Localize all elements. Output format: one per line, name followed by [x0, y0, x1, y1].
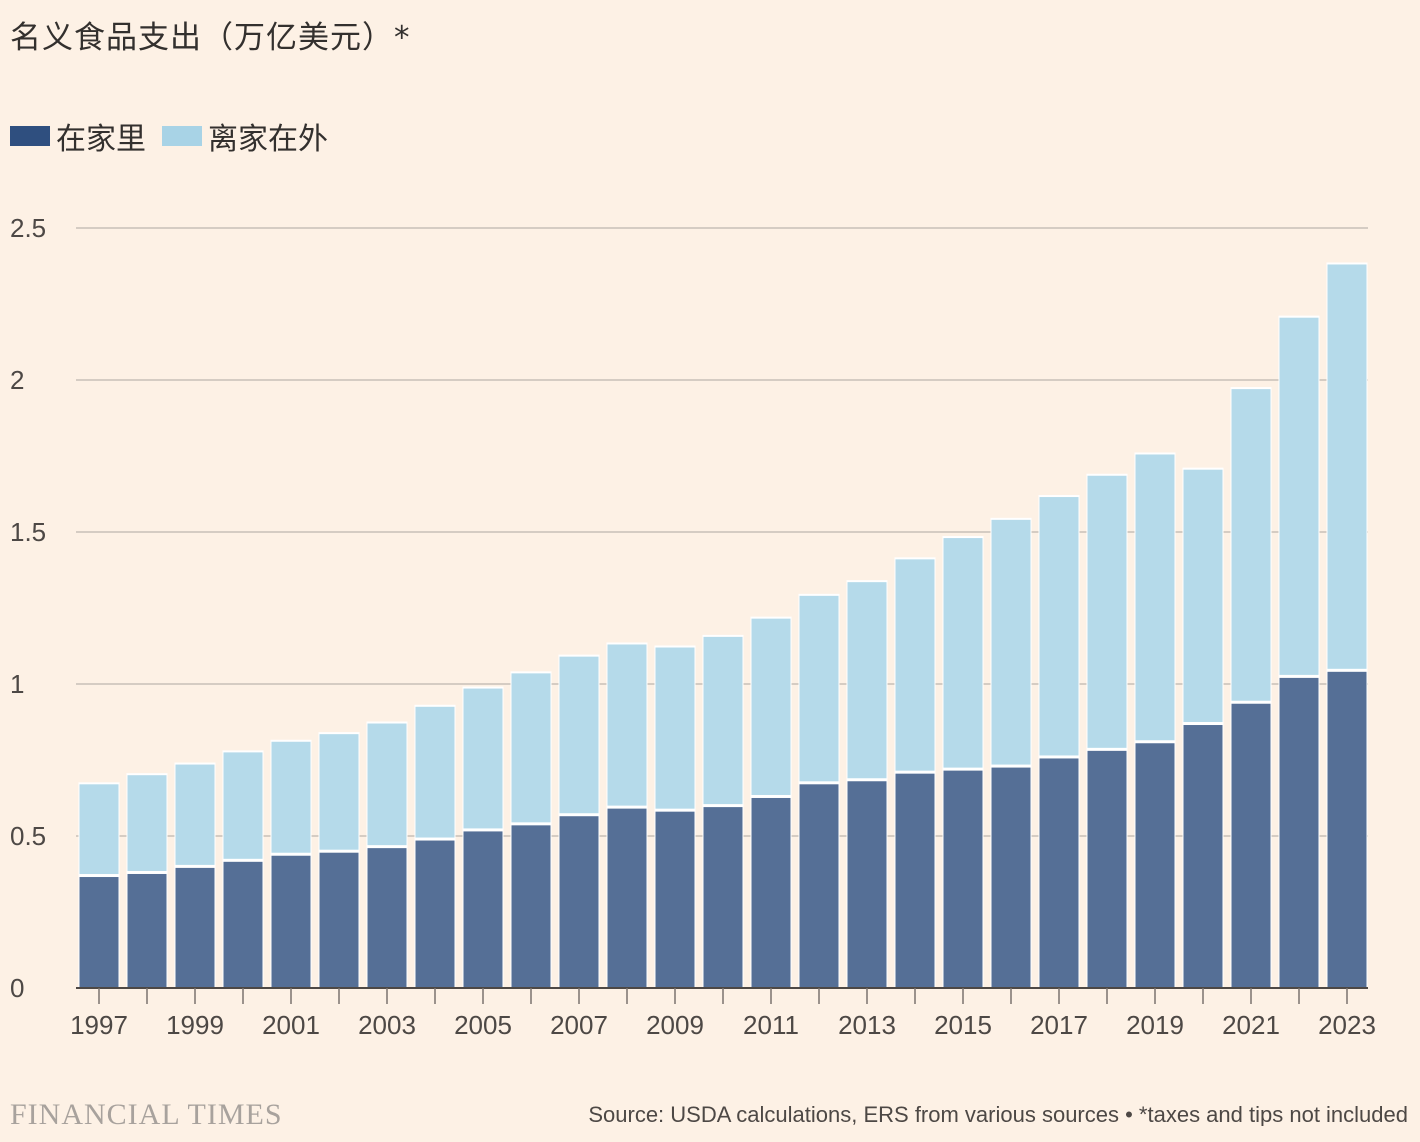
- bar-away-2000: [223, 752, 263, 859]
- bar-home-2006: [511, 825, 551, 988]
- bar-home-2013: [847, 781, 887, 988]
- bar-home-2023: [1327, 671, 1367, 988]
- bar-away-2014: [895, 559, 935, 771]
- x-tick-label: 2003: [358, 1010, 416, 1040]
- bar-home-2016: [991, 767, 1031, 988]
- bar-away-2002: [319, 734, 359, 850]
- bar-away-2013: [847, 582, 887, 779]
- x-tick-label: 2017: [1030, 1010, 1088, 1040]
- bar-away-2008: [607, 644, 647, 806]
- y-tick-label: 2: [10, 365, 24, 395]
- bar-home-2002: [319, 852, 359, 988]
- bar-away-2004: [415, 706, 455, 838]
- bar-away-2007: [559, 656, 599, 814]
- bar-away-2006: [511, 673, 551, 823]
- bar-home-2021: [1231, 703, 1271, 988]
- bar-away-2018: [1087, 475, 1127, 748]
- bar-home-2015: [943, 770, 983, 988]
- bar-away-2022: [1279, 317, 1319, 675]
- y-tick-label: 2.5: [10, 213, 46, 243]
- x-tick-label: 2005: [454, 1010, 512, 1040]
- bar-away-2012: [799, 595, 839, 782]
- legend-label-away: 离家在外: [208, 122, 328, 157]
- bar-home-2018: [1087, 750, 1127, 988]
- bar-away-2017: [1039, 497, 1079, 756]
- x-tick-label: 1999: [166, 1010, 224, 1040]
- x-tick-label: 1997: [70, 1010, 128, 1040]
- bar-home-2014: [895, 773, 935, 988]
- chart-title: 名义食品支出（万亿美元）*: [10, 20, 411, 56]
- bar-home-2020: [1183, 725, 1223, 988]
- bar-home-2008: [607, 808, 647, 988]
- bar-home-1997: [79, 877, 119, 988]
- x-tick-label: 2001: [262, 1010, 320, 1040]
- x-tick-label: 2021: [1222, 1010, 1280, 1040]
- x-tick-label: 2023: [1318, 1010, 1376, 1040]
- bar-home-2019: [1135, 743, 1175, 988]
- bar-home-2007: [559, 816, 599, 988]
- bar-home-2000: [223, 861, 263, 988]
- bar-away-2009: [655, 647, 695, 809]
- bar-home-2017: [1039, 758, 1079, 988]
- legend-swatch-home: [10, 126, 50, 146]
- bar-home-2022: [1279, 677, 1319, 988]
- legend-swatch-away: [162, 126, 202, 146]
- bar-away-1999: [175, 764, 215, 865]
- bar-away-2020: [1183, 469, 1223, 723]
- bar-away-2015: [943, 538, 983, 768]
- bar-away-2016: [991, 519, 1031, 765]
- bar-home-2001: [271, 855, 311, 988]
- bar-away-1997: [79, 784, 119, 875]
- bar-away-2001: [271, 741, 311, 853]
- bar-home-2011: [751, 797, 791, 988]
- legend-label-home: 在家里: [56, 122, 146, 157]
- bar-home-1999: [175, 867, 215, 988]
- bar-away-1998: [127, 775, 167, 871]
- x-tick-label: 2011: [743, 1010, 799, 1040]
- bar-away-2010: [703, 636, 743, 805]
- bar-away-2019: [1135, 454, 1175, 741]
- bar-home-2004: [415, 840, 455, 988]
- bar-home-2005: [463, 831, 503, 988]
- x-tick-label: 2013: [838, 1010, 896, 1040]
- bar-away-2021: [1231, 389, 1271, 701]
- legend-item-home: 在家里: [10, 114, 146, 158]
- legend-item-away: 离家在外: [162, 114, 328, 158]
- bar-away-2011: [751, 618, 791, 795]
- x-tick-label: 2009: [646, 1010, 704, 1040]
- y-tick-label: 0: [10, 973, 24, 1003]
- bar-away-2003: [367, 723, 407, 846]
- x-tick-label: 2007: [550, 1010, 608, 1040]
- bar-home-2009: [655, 811, 695, 988]
- bar-home-1998: [127, 873, 167, 988]
- bar-away-2023: [1327, 264, 1367, 669]
- ft-logo: FINANCIAL TIMES: [10, 1098, 283, 1126]
- source-note: Source: USDA calculations, ERS from vari…: [588, 1102, 1408, 1126]
- legend: 在家里 离家在外: [10, 114, 344, 158]
- bar-home-2003: [367, 848, 407, 988]
- y-tick-label: 0.5: [10, 821, 46, 851]
- y-tick-label: 1: [10, 669, 24, 699]
- bar-home-2012: [799, 784, 839, 988]
- x-tick-label: 2019: [1126, 1010, 1184, 1040]
- bar-home-2010: [703, 807, 743, 988]
- bar-away-2005: [463, 688, 503, 829]
- y-tick-label: 1.5: [10, 517, 46, 547]
- x-tick-label: 2015: [934, 1010, 992, 1040]
